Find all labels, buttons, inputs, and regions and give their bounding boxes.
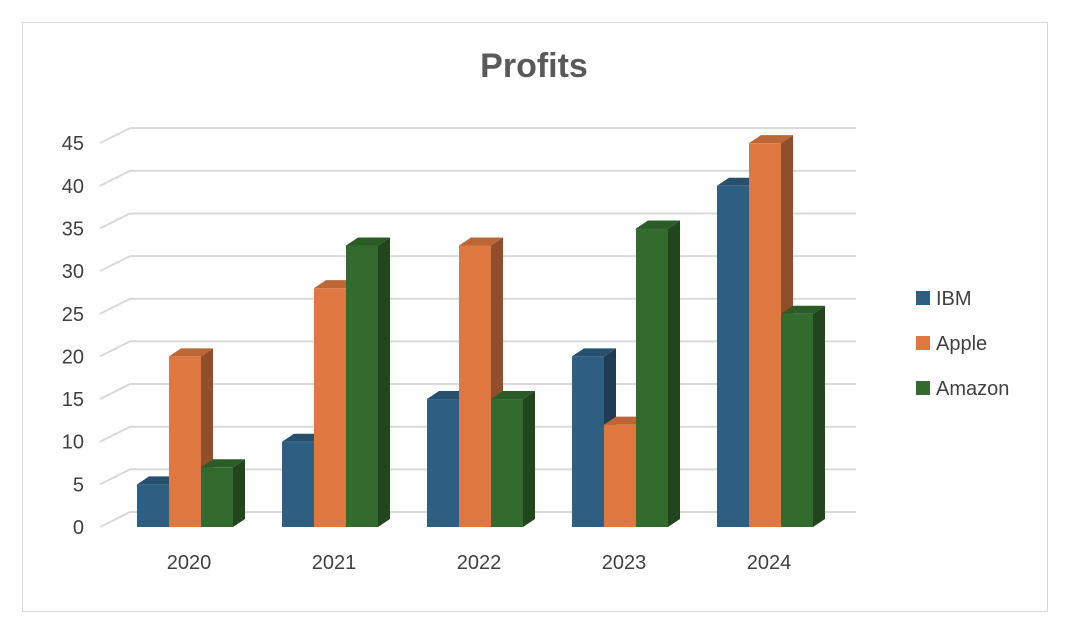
y-axis: 0 5 10 15 20 25 30 35 40 45: [62, 133, 84, 539]
y-tick-label: 30: [62, 261, 84, 283]
bar-top: [346, 237, 390, 246]
legend-item-apple: Apple: [916, 333, 987, 355]
gridline-depth: [99, 340, 131, 358]
y-tick-label: 40: [62, 176, 84, 198]
y-tick-label: 20: [62, 346, 84, 368]
bar-front: [314, 288, 346, 527]
y-tick-label: 0: [73, 517, 84, 539]
bar-top: [169, 348, 213, 357]
bar-front: [346, 245, 378, 527]
bar-front: [636, 228, 668, 527]
bar-top: [201, 459, 245, 468]
y-tick-label: 25: [62, 304, 84, 326]
bar-top: [572, 348, 616, 357]
bar-amazon-2024: [781, 305, 825, 527]
bar-top: [459, 237, 503, 246]
legend-item-amazon: Amazon: [916, 378, 1009, 400]
x-tick-label: 2022: [457, 552, 502, 574]
bar-front: [781, 313, 813, 527]
bar-front: [572, 356, 604, 527]
bar-side: [523, 391, 535, 527]
y-tick-label: 10: [62, 432, 84, 454]
x-tick-label: 2021: [312, 552, 357, 574]
legend-label: IBM: [936, 288, 972, 310]
bar-top: [781, 305, 825, 314]
bar-top: [491, 391, 535, 400]
bar-front: [282, 441, 314, 527]
gridline-depth: [99, 468, 131, 486]
bar-amazon-2023: [636, 220, 680, 527]
x-tick-label: 2024: [747, 552, 792, 574]
bar-side: [378, 237, 390, 527]
legend-swatch: [916, 381, 930, 395]
x-axis: 2020 2021 2022 2023 2024: [167, 552, 792, 574]
legend-swatch: [916, 291, 930, 305]
y-tick-label: 45: [62, 133, 84, 155]
legend-item-ibm: IBM: [916, 288, 972, 310]
legend-label: Amazon: [936, 378, 1009, 400]
bar-top: [749, 135, 793, 144]
bar-front: [169, 356, 201, 527]
bar-amazon-2020: [201, 459, 245, 527]
gridline-depth: [99, 297, 131, 315]
gridline-depth: [99, 169, 131, 187]
bar-top: [636, 220, 680, 229]
legend-label: Apple: [936, 333, 987, 355]
bar-front: [427, 399, 459, 527]
y-tick-label: 15: [62, 389, 84, 411]
bar-front: [717, 185, 749, 528]
bar-front: [459, 245, 491, 527]
legend-swatch: [916, 336, 930, 350]
y-tick-label: 5: [73, 474, 84, 496]
x-tick-label: 2023: [602, 552, 647, 574]
bar-side: [233, 459, 245, 527]
bar-front: [491, 399, 523, 527]
bar-side: [668, 220, 680, 527]
gridline-depth: [99, 255, 131, 272]
chart-title: Profits: [480, 47, 588, 85]
bar-front: [201, 467, 233, 527]
gridline-depth: [99, 383, 131, 400]
bar-amazon-2021: [346, 237, 390, 527]
bar-front: [604, 424, 636, 527]
gridline-depth: [99, 425, 131, 443]
gridline-depth: [99, 212, 131, 230]
y-tick-label: 35: [62, 218, 84, 240]
bar-front: [137, 484, 169, 527]
x-tick-label: 2020: [167, 552, 212, 574]
legend: IBM Apple Amazon: [916, 288, 1009, 400]
gridline-depth: [99, 127, 131, 145]
bar-side: [813, 305, 825, 527]
gridline-depth: [99, 511, 131, 528]
bar-amazon-2022: [491, 391, 535, 527]
bars: [137, 135, 825, 528]
bar-front: [749, 143, 781, 527]
